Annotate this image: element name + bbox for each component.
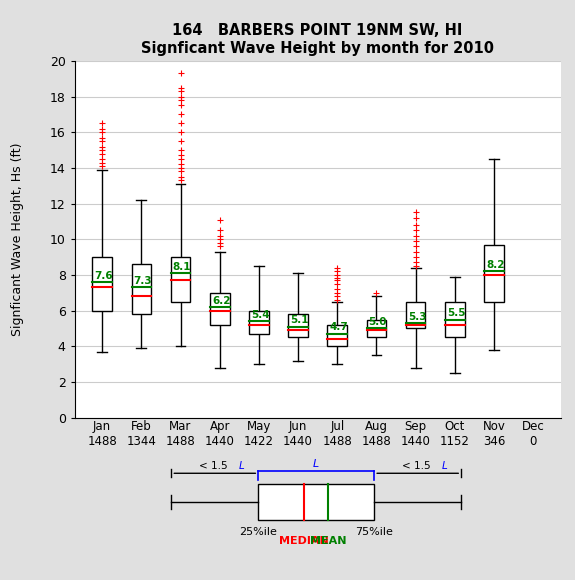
Bar bbox=[93, 257, 112, 311]
Text: 5.0: 5.0 bbox=[369, 317, 387, 327]
Text: 25%ile: 25%ile bbox=[239, 527, 277, 536]
Text: 8.2: 8.2 bbox=[486, 260, 505, 270]
Text: 5.5: 5.5 bbox=[447, 308, 466, 318]
Text: 7.3: 7.3 bbox=[133, 276, 152, 286]
Text: 7.6: 7.6 bbox=[94, 271, 113, 281]
Text: 4.7: 4.7 bbox=[329, 322, 348, 332]
Text: 5.3: 5.3 bbox=[408, 311, 426, 322]
Text: L: L bbox=[239, 461, 244, 471]
Text: 75%ile: 75%ile bbox=[355, 527, 393, 536]
Bar bbox=[258, 484, 374, 520]
Bar bbox=[210, 293, 229, 325]
Text: 6.2: 6.2 bbox=[212, 296, 231, 306]
Bar bbox=[288, 314, 308, 338]
Y-axis label: Signficant Wave Height, Hs (ft): Signficant Wave Height, Hs (ft) bbox=[11, 143, 24, 336]
Title: 164   BARBERS POINT 19NM SW, HI
Signficant Wave Height by month for 2010: 164 BARBERS POINT 19NM SW, HI Signficant… bbox=[141, 23, 494, 56]
Bar bbox=[484, 245, 504, 302]
Bar bbox=[367, 320, 386, 338]
Bar bbox=[249, 311, 269, 333]
Text: 5.4: 5.4 bbox=[251, 310, 270, 320]
Bar bbox=[328, 325, 347, 346]
Bar bbox=[132, 264, 151, 314]
Text: L: L bbox=[313, 459, 319, 469]
Bar bbox=[445, 302, 465, 338]
Text: 5.1: 5.1 bbox=[290, 315, 309, 325]
Text: < 1.5: < 1.5 bbox=[402, 461, 434, 471]
Bar bbox=[171, 257, 190, 302]
Text: MEAN: MEAN bbox=[310, 536, 347, 546]
Text: MEDIAN: MEDIAN bbox=[279, 536, 329, 546]
Text: 8.1: 8.1 bbox=[172, 262, 191, 271]
Text: L: L bbox=[442, 461, 447, 471]
Text: < 1.5: < 1.5 bbox=[199, 461, 231, 471]
Bar bbox=[406, 302, 426, 328]
